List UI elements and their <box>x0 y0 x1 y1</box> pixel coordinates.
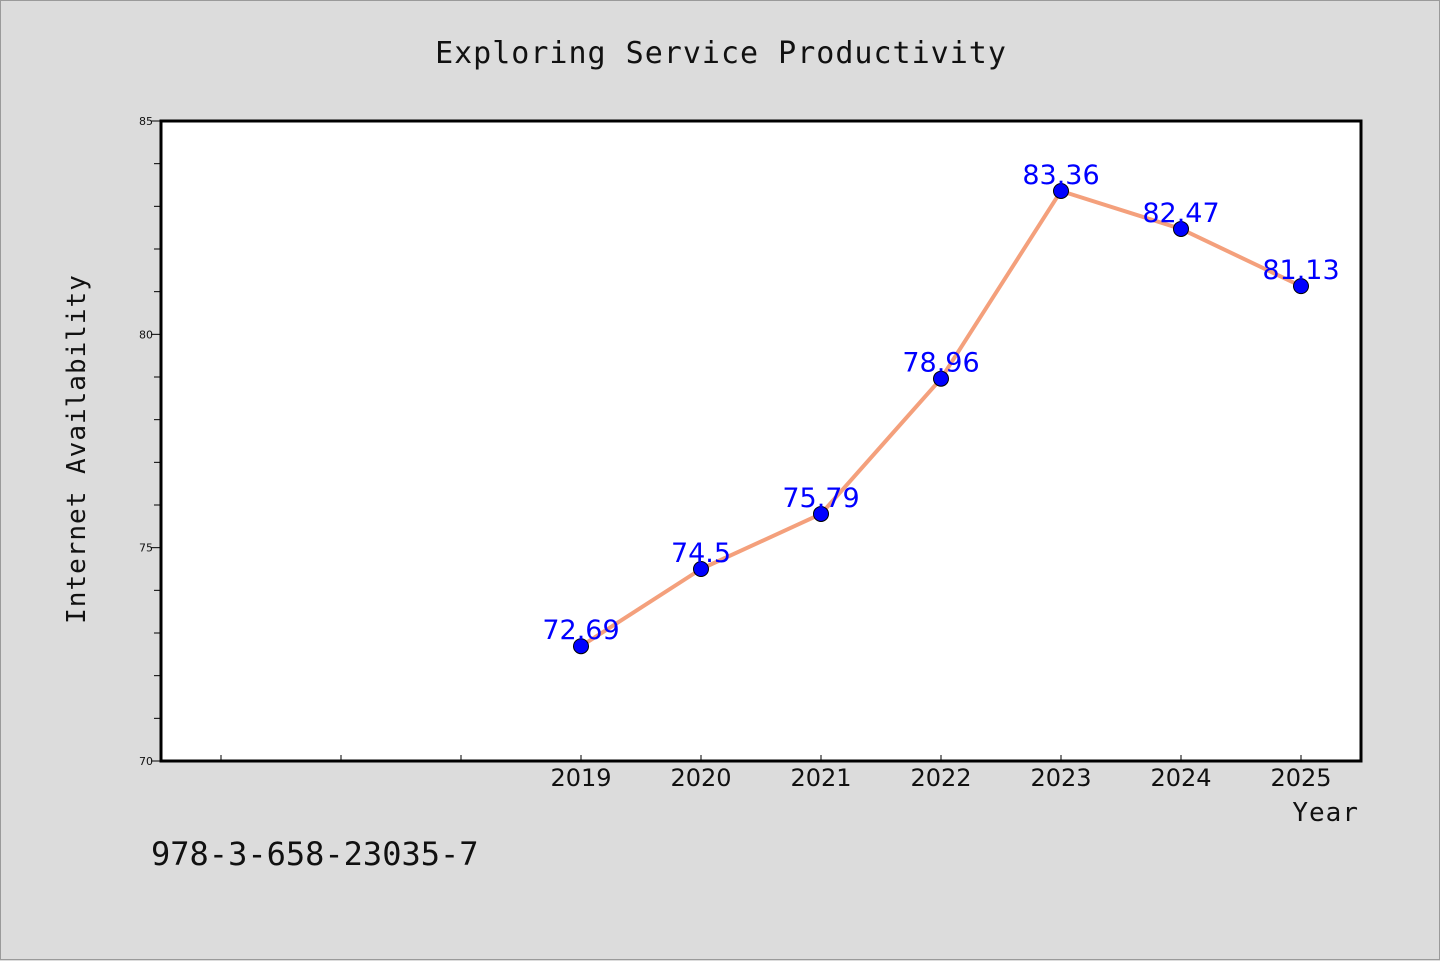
data-point <box>933 370 949 387</box>
data-point <box>1053 182 1069 199</box>
x-tick-label: 2019 <box>550 764 611 792</box>
data-label: 81.13 <box>1262 255 1339 286</box>
x-tick-label: 2022 <box>910 764 971 792</box>
data-label: 83.36 <box>1022 160 1099 191</box>
plot-area <box>159 119 1363 763</box>
data-label: 75.79 <box>782 483 859 514</box>
data-label: 74.5 <box>671 538 731 569</box>
y-axis-label: Internet Availability <box>62 274 92 624</box>
chart-title: Exploring Service Productivity <box>435 36 1007 71</box>
x-tick-label: 2020 <box>670 764 731 792</box>
data-point <box>573 638 589 655</box>
x-tick-label: 2021 <box>790 764 851 792</box>
x-tick-label: 2025 <box>1270 764 1331 792</box>
x-axis: 2019 2020 2021 2022 2023 2024 2025 <box>220 755 1332 792</box>
x-tick-label: 2024 <box>1150 764 1211 792</box>
data-label: 72.69 <box>542 615 619 646</box>
isbn-text: 978-3-658-23035-7 <box>151 835 479 873</box>
data-label: 78.96 <box>902 348 979 379</box>
y-tick-label: 80 <box>139 328 153 341</box>
data-point <box>1173 220 1189 237</box>
y-tick-label: 85 <box>139 115 153 128</box>
data-label: 82.47 <box>1142 198 1219 229</box>
data-point <box>813 505 829 522</box>
data-point <box>693 561 709 577</box>
x-axis-label: Year <box>1292 798 1359 828</box>
data-point <box>1293 278 1309 295</box>
x-tick-label: 2023 <box>1030 764 1091 792</box>
series-layer: 72.69 74.5 75.79 78.96 83.36 82.47 81.13 <box>542 160 1340 655</box>
y-tick-label: 70 <box>139 755 153 768</box>
y-axis: 70 75 80 85 <box>139 115 161 768</box>
y-tick-label: 75 <box>139 542 153 555</box>
